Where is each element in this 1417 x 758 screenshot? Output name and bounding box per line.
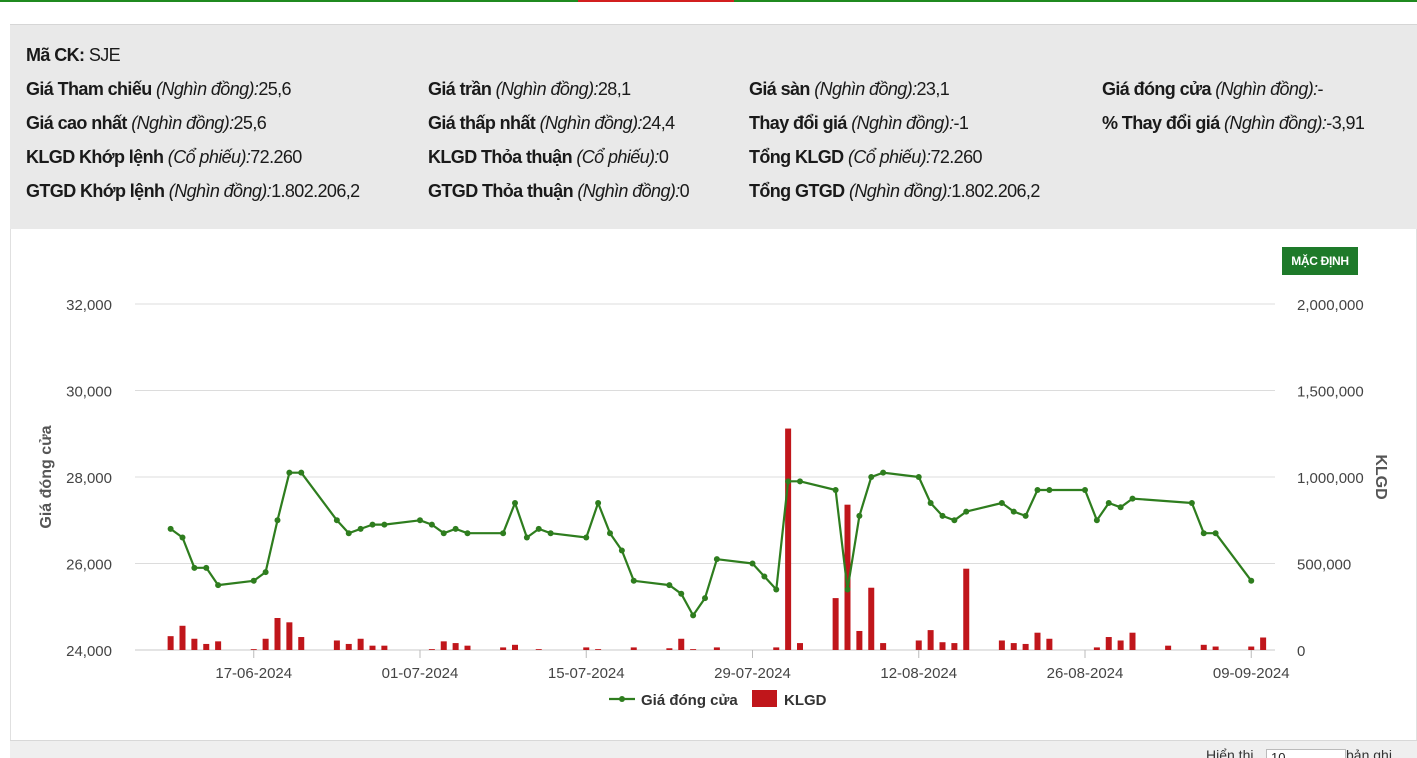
info-field-unit: (Cổ phiếu): xyxy=(576,147,659,167)
info-field-unit: (Nghìn đồng): xyxy=(156,79,259,99)
default-view-button[interactable]: MẶC ĐỊNH xyxy=(1282,247,1358,275)
info-field: KLGD Thỏa thuận (Cổ phiếu):0 xyxy=(428,147,669,168)
info-field-unit: (Cổ phiếu): xyxy=(167,147,251,167)
info-field-value: -1 xyxy=(953,113,969,133)
info-field-unit: (Nghìn đồng): xyxy=(539,113,643,133)
info-field-label: Tổng KLGD xyxy=(749,147,848,167)
info-field: Giá đóng cửa (Nghìn đồng):- xyxy=(1102,79,1324,100)
info-field-unit: (Nghìn đồng): xyxy=(851,113,954,133)
info-field-value: -3,91 xyxy=(1326,113,1365,133)
info-field-label: Giá sàn xyxy=(749,79,815,99)
stock-code-value: SJE xyxy=(88,45,121,65)
info-field: GTGD Khớp lệnh (Nghìn đồng):1.802.206,2 xyxy=(26,181,360,202)
info-field-unit: (Nghìn đồng): xyxy=(1215,79,1318,99)
info-field: Thay đổi giá (Nghìn đồng):-1 xyxy=(749,113,969,134)
info-field-unit: (Nghìn đồng): xyxy=(131,113,234,133)
info-field-unit: (Nghìn đồng): xyxy=(814,79,917,99)
info-field-value: 1.802.206,2 xyxy=(271,181,360,201)
info-field: Giá sàn (Nghìn đồng):23,1 xyxy=(749,79,950,100)
stock-code-label: Mã CK: xyxy=(26,45,85,65)
info-field-unit: (Nghìn đồng): xyxy=(168,181,272,201)
info-field-value: 25,6 xyxy=(258,79,291,99)
info-field-unit: (Nghìn đồng): xyxy=(1224,113,1327,133)
info-field: Giá cao nhất (Nghìn đồng):25,6 xyxy=(26,113,267,134)
info-field: Tổng GTGD (Nghìn đồng):1.802.206,2 xyxy=(749,181,1040,202)
info-field-label: Giá trần xyxy=(428,79,496,99)
info-field-label: Giá thấp nhất xyxy=(428,113,540,133)
info-field-value: 25,6 xyxy=(233,113,267,133)
info-field-unit: (Nghìn đồng): xyxy=(495,79,599,99)
pagination-bar: Hiển thị 10 bản ghi xyxy=(10,740,1417,758)
info-field-value: 1.802.206,2 xyxy=(951,181,1040,201)
info-field-label: GTGD Thỏa thuận xyxy=(428,181,578,201)
info-field: KLGD Khớp lệnh (Cổ phiếu):72.260 xyxy=(26,147,302,168)
info-field-value: - xyxy=(1317,79,1324,99)
chart-panel xyxy=(10,229,1417,740)
info-field-value: 72.260 xyxy=(930,147,982,167)
info-field-label: Giá Tham chiếu xyxy=(26,79,157,99)
info-field-unit: (Nghìn đồng): xyxy=(848,181,952,201)
info-field-label: Thay đổi giá xyxy=(749,113,852,133)
info-field-value: 23,1 xyxy=(916,79,950,99)
info-field: % Thay đổi giá (Nghìn đồng):-3,91 xyxy=(1102,113,1365,134)
info-field-label: Giá cao nhất xyxy=(26,113,132,133)
page-size-select[interactable]: 10 xyxy=(1266,749,1346,758)
info-field-value: 0 xyxy=(679,181,690,201)
info-field-label: KLGD Thỏa thuận xyxy=(428,147,577,167)
info-field: Giá trần (Nghìn đồng):28,1 xyxy=(428,79,631,100)
info-field-label: GTGD Khớp lệnh xyxy=(26,181,169,201)
top-accent-highlight xyxy=(578,0,734,2)
info-field-value: 28,1 xyxy=(597,79,631,99)
show-label: Hiển thị xyxy=(1206,747,1254,758)
info-field: Giá Tham chiếu (Nghìn đồng):25,6 xyxy=(26,79,292,100)
info-field-label: Giá đóng cửa xyxy=(1102,79,1216,99)
stock-code: Mã CK: SJE xyxy=(26,45,121,66)
info-field: Giá thấp nhất (Nghìn đồng):24,4 xyxy=(428,113,675,134)
info-field-value: 72.260 xyxy=(250,147,302,167)
top-accent-line xyxy=(0,0,1417,2)
info-field-unit: (Nghìn đồng): xyxy=(577,181,680,201)
info-field-value: 0 xyxy=(658,147,669,167)
info-field: Tổng KLGD (Cổ phiếu):72.260 xyxy=(749,147,983,168)
stock-info-panel: Mã CK: SJE Giá Tham chiếu (Nghìn đồng):2… xyxy=(10,24,1417,229)
info-field-value: 24,4 xyxy=(641,113,675,133)
info-field-label: % Thay đổi giá xyxy=(1102,113,1225,133)
info-field-label: Tổng GTGD xyxy=(749,181,849,201)
records-label: bản ghi xyxy=(1346,747,1392,758)
info-field-label: KLGD Khớp lệnh xyxy=(26,147,168,167)
info-field-unit: (Cổ phiếu): xyxy=(847,147,931,167)
info-field: GTGD Thỏa thuận (Nghìn đồng):0 xyxy=(428,181,690,202)
